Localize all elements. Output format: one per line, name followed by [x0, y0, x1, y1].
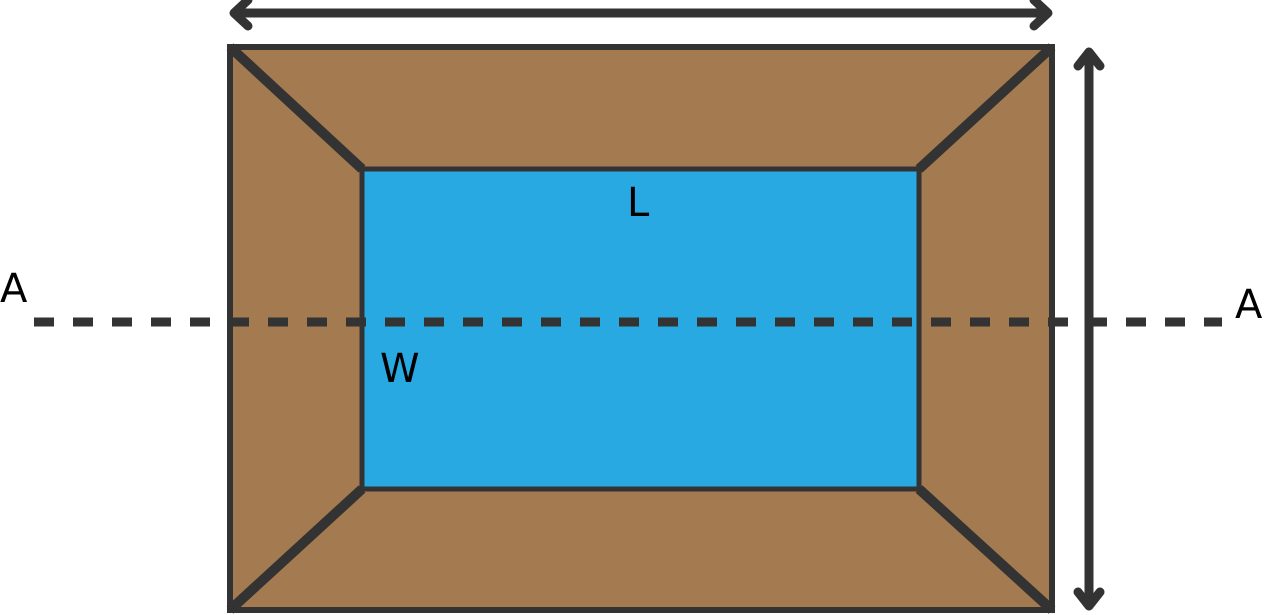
double-arrow-horizontal-icon [229, 0, 1053, 31]
section-label-left: A [0, 266, 28, 312]
slope-line-bottom-left [226, 485, 366, 614]
double-arrow-vertical-icon [1073, 47, 1105, 611]
corner-slope-lines [226, 43, 1056, 614]
width-label: W [380, 346, 420, 392]
slope-line-top-left [226, 43, 366, 173]
water-surface [359, 166, 922, 492]
slope-line-bottom-right [915, 485, 1056, 614]
length-label: L [627, 180, 650, 226]
slope-line-top-right [915, 43, 1056, 173]
section-label-right: A [1235, 282, 1263, 328]
